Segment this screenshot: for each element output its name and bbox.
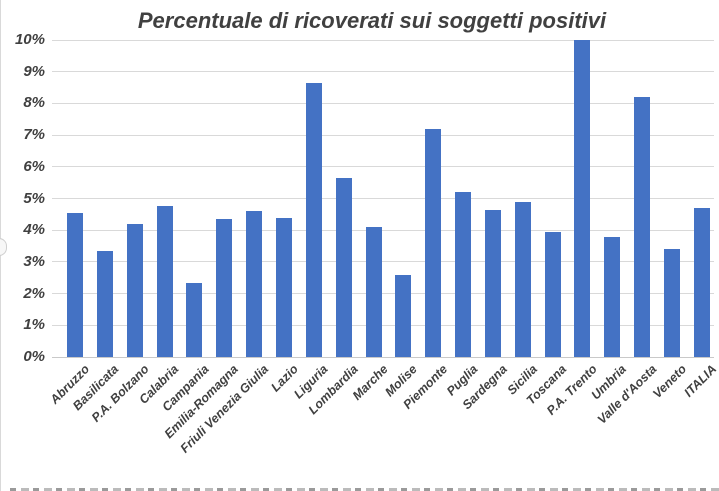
gridline — [52, 198, 714, 199]
gridline — [52, 356, 714, 358]
bar — [693, 208, 710, 357]
y-axis-tick-label: 0% — [23, 348, 45, 365]
y-axis-tick-label: 8% — [23, 94, 45, 112]
bar — [664, 249, 680, 357]
bar — [395, 274, 412, 357]
bar — [634, 97, 651, 357]
bar — [574, 40, 591, 357]
bar — [455, 192, 472, 357]
y-axis-tick-label: 5% — [23, 189, 45, 207]
bar — [544, 231, 561, 357]
bar — [67, 212, 83, 357]
bar — [305, 82, 322, 357]
gridline — [52, 166, 714, 168]
gridline — [52, 293, 714, 295]
bar — [186, 282, 203, 357]
cropped-text-strip — [10, 488, 719, 491]
bar — [514, 201, 531, 357]
bar — [246, 211, 263, 357]
bar — [335, 177, 352, 357]
y-axis-tick-label: 10% — [14, 31, 45, 48]
bar — [96, 250, 113, 357]
chart-title: Percentuale di ricoverati sui soggetti p… — [137, 8, 607, 33]
y-axis-tick-label: 7% — [23, 126, 45, 144]
gridline — [52, 134, 714, 136]
gridline — [52, 39, 714, 41]
bar — [365, 227, 382, 357]
gridline — [52, 261, 714, 263]
gridline — [52, 229, 714, 231]
y-axis-tick-label: 3% — [23, 252, 45, 270]
bar — [604, 236, 621, 357]
gridline — [52, 324, 714, 326]
gridline — [52, 71, 714, 73]
y-axis-tick-label: 6% — [23, 157, 45, 175]
bar — [484, 209, 501, 357]
y-axis-tick-label: 9% — [23, 62, 45, 80]
bar — [275, 217, 292, 357]
x-axis-tick-label: ITALIA — [681, 362, 719, 400]
bar — [156, 206, 173, 357]
bar — [425, 128, 442, 357]
gridline — [52, 102, 714, 104]
bar — [216, 219, 233, 357]
y-axis-tick-label: 2% — [23, 284, 45, 302]
y-axis-tick-label: 1% — [23, 316, 45, 334]
y-axis-tick-label: 4% — [23, 221, 45, 239]
bar — [126, 223, 143, 357]
